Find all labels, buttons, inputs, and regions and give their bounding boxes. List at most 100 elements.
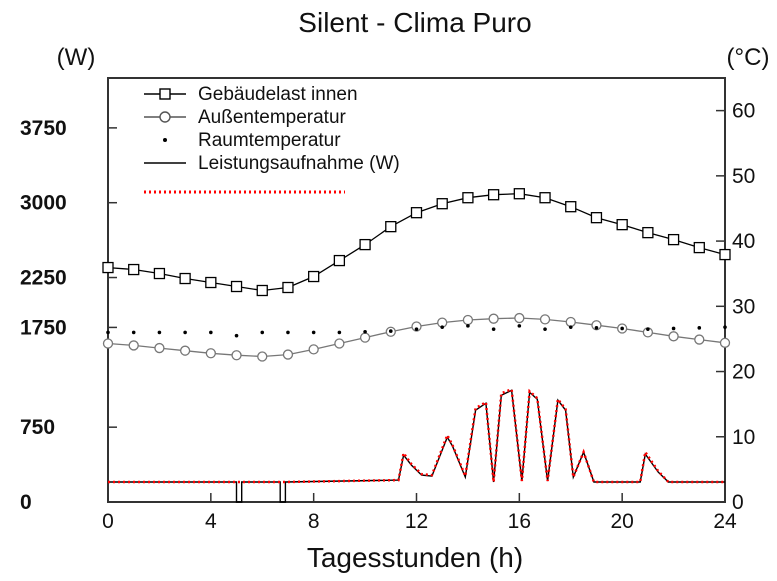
legend-label-raumtemperatur: Raumtemperatur (198, 130, 341, 151)
left-tick-label: 3750 (20, 117, 67, 140)
gebaeudelast-point (206, 278, 216, 288)
legend-entry-gebaeudelast: Gebäudelast innen (144, 84, 358, 105)
gebaeudelast-point (566, 202, 576, 212)
gebaeudelast-point (154, 269, 164, 279)
aussentemperatur-point (463, 316, 472, 325)
gebaeudelast-point (232, 282, 242, 292)
chart-title: Silent - Clima Puro (298, 7, 531, 38)
legend: Gebäudelast innen Außentemperatur Raumte… (144, 84, 400, 192)
gebaeudelast-point (694, 243, 704, 253)
legend-entry-leistungsaufnahme: Leistungsaufnahme (W) (144, 153, 400, 174)
raumtemperatur-point (620, 327, 624, 331)
raumtemperatur-point (260, 331, 264, 335)
gebaeudelast-point (257, 285, 267, 295)
right-tick-label: 20 (732, 361, 755, 384)
raumtemperatur-point (672, 327, 676, 331)
raumtemperatur-point (312, 331, 316, 335)
raumtemperatur-point (132, 331, 136, 335)
right-tick-label: 60 (732, 100, 755, 123)
raumtemperatur-point (286, 331, 290, 335)
raumtemperatur-point (158, 331, 162, 335)
aussentemperatur-point (541, 315, 550, 324)
x-tick-label: 4 (205, 510, 217, 533)
right-axis-unit: (°C) (727, 44, 770, 71)
left-tick-label: 750 (20, 416, 55, 439)
legend-marker-dot (163, 138, 167, 142)
gebaeudelast-point (463, 193, 473, 203)
legend-marker-circle (160, 112, 170, 122)
gebaeudelast-point (283, 283, 293, 293)
aussentemperatur-point (155, 344, 164, 353)
right-tick-label: 30 (732, 295, 755, 318)
aussentemperatur-point (258, 352, 267, 361)
gebaeudelast-point (309, 272, 319, 282)
left-tick-label: 0 (20, 491, 32, 514)
left-tick-label: 3000 (20, 192, 67, 215)
right-tick-label: 50 (732, 165, 755, 188)
gebaeudelast-point (643, 228, 653, 238)
raumtemperatur-point (440, 325, 444, 329)
aussentemperatur-point (283, 350, 292, 359)
aussentemperatur-point (669, 332, 678, 341)
raumtemperatur-point (697, 326, 701, 330)
gebaeudelast-point (180, 274, 190, 284)
series-layer (103, 189, 730, 502)
gebaeudelast-point (540, 193, 550, 203)
legend-label-leistungsaufnahme: Leistungsaufnahme (W) (198, 153, 400, 174)
gebaeudelast-point (334, 256, 344, 266)
legend-entry-aussentemperatur: Außentemperatur (144, 107, 347, 128)
legend-label-gebaeudelast: Gebäudelast innen (198, 84, 358, 105)
gebaeudelast-point (489, 190, 499, 200)
red-dotted-line (108, 389, 725, 482)
raumtemperatur-point (569, 325, 573, 329)
gebaeudelast-point (412, 208, 422, 218)
legend-label-aussentemperatur: Außentemperatur (198, 107, 347, 128)
raumtemperatur-point (518, 324, 522, 328)
aussentemperatur-point (181, 346, 190, 355)
raumtemperatur-point (106, 331, 110, 335)
x-tick-label: 12 (405, 510, 428, 533)
aussentemperatur-point (129, 341, 138, 350)
gebaeudelast-point (617, 220, 627, 230)
x-axis-title: Tagesstunden (h) (307, 542, 523, 573)
gebaeudelast-point (669, 235, 679, 245)
leistungsaufnahme-line (108, 390, 725, 502)
gebaeudelast-point (103, 263, 113, 273)
gebaeudelast-point (437, 199, 447, 209)
x-tick-label: 16 (508, 510, 531, 533)
aussentemperatur-point (309, 345, 318, 354)
raumtemperatur-point (235, 334, 239, 338)
aussentemperatur-point (361, 333, 370, 342)
x-tick-label: 20 (610, 510, 633, 533)
right-tick-label: 0 (732, 491, 744, 514)
raumtemperatur-point (492, 327, 496, 331)
raumtemperatur-point (466, 324, 470, 328)
x-tick-label: 8 (308, 510, 320, 533)
aussentemperatur-point (566, 317, 575, 326)
gebaeudelast-point (360, 240, 370, 250)
left-tick-label: 1750 (20, 316, 67, 339)
aussentemperatur-point (721, 338, 730, 347)
raumtemperatur-point (209, 331, 213, 335)
legend-marker-square (160, 89, 170, 99)
gebaeudelast-point (129, 265, 139, 275)
raumtemperatur-point (723, 325, 727, 329)
aussentemperatur-point (695, 335, 704, 344)
left-tick-label: 2250 (20, 267, 67, 290)
aussentemperatur-point (104, 339, 113, 348)
raumtemperatur-point (338, 331, 342, 335)
raumtemperatur-point (415, 327, 419, 331)
aussentemperatur-point (206, 349, 215, 358)
x-tick-label: 0 (102, 510, 114, 533)
raumtemperatur-point (389, 329, 393, 333)
aussentemperatur-point (232, 351, 241, 360)
gebaeudelast-point (514, 189, 524, 199)
gebaeudelast-point (386, 222, 396, 232)
aussentemperatur-point (489, 314, 498, 323)
right-tick-label: 10 (732, 426, 755, 449)
raumtemperatur-point (595, 326, 599, 330)
raumtemperatur-point (183, 331, 187, 335)
right-tick-label: 40 (732, 230, 755, 253)
raumtemperatur-point (363, 330, 367, 334)
